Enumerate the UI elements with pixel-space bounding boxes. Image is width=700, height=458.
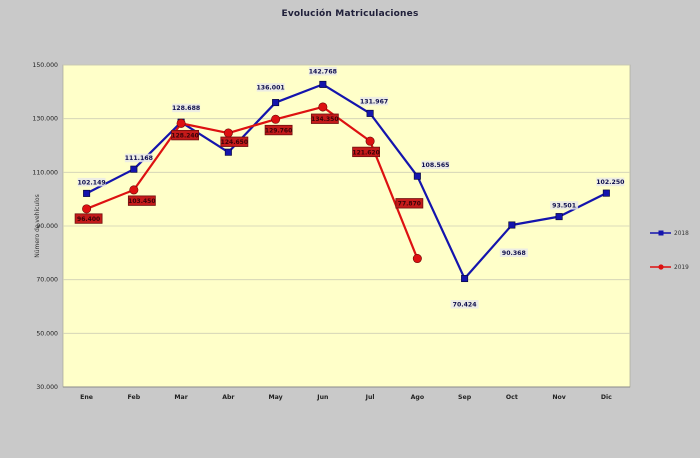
data-label: 77.870 <box>398 201 421 208</box>
x-tick-label: Dic <box>601 394 612 401</box>
data-point-marker <box>224 148 232 156</box>
data-label: 124.650 <box>221 139 248 146</box>
data-label-box <box>127 195 156 206</box>
data-label: 128.240 <box>171 133 198 140</box>
legend-item-2018: 2018 <box>650 230 689 237</box>
data-label-bg <box>499 248 528 258</box>
data-label: 90.368 <box>502 250 526 257</box>
data-label: 136.001 <box>257 85 285 92</box>
data-label-bg <box>77 177 106 187</box>
data-point-marker <box>318 102 328 112</box>
data-label: 131.967 <box>360 98 388 105</box>
legend-label: 2018 <box>674 231 689 237</box>
x-tick-label: Feb <box>128 394 141 401</box>
x-tick-label: Mar <box>174 394 188 401</box>
data-label-box <box>171 129 200 141</box>
data-label: 128.688 <box>172 105 200 112</box>
data-label: 111.168 <box>125 155 153 162</box>
data-point-marker <box>412 254 422 264</box>
data-label-bg <box>172 103 201 113</box>
y-tick-label: 90.000 <box>36 223 58 230</box>
data-label: 129.760 <box>265 128 292 135</box>
data-point-marker <box>82 204 92 214</box>
data-label: 108.565 <box>421 162 449 169</box>
x-tick-label: Abr <box>222 394 235 401</box>
data-label-box <box>74 213 103 224</box>
data-label: 134.350 <box>311 116 338 123</box>
data-point-marker <box>602 189 610 197</box>
series-line-2019 <box>86 105 419 259</box>
y-tick-label: 130.000 <box>32 116 58 123</box>
y-tick-label: 70.000 <box>36 277 58 284</box>
data-label-box <box>395 198 424 209</box>
legend-marker <box>658 230 664 236</box>
data-label-box <box>220 136 249 147</box>
x-tick-label: Sep <box>458 394 472 401</box>
y-axis-title: Número de vehículos <box>34 194 41 257</box>
data-label: 96.400 <box>77 216 100 223</box>
data-label-bg <box>596 177 625 187</box>
data-label-box <box>264 124 293 136</box>
data-point-marker <box>366 109 374 117</box>
data-point-marker <box>271 114 281 124</box>
data-label-bg <box>550 201 579 210</box>
legend-label: 2019 <box>674 265 689 271</box>
data-label-bg <box>256 83 285 92</box>
data-label-bg <box>308 66 337 76</box>
data-label: 142.768 <box>309 68 337 75</box>
x-tick-label: Nov <box>552 394 565 401</box>
data-label: 103.450 <box>128 198 155 205</box>
x-tick-label: Ene <box>80 394 93 401</box>
data-point-marker <box>319 80 327 88</box>
data-label-box <box>352 146 381 158</box>
data-label-bg <box>360 96 389 106</box>
data-label: 121.620 <box>352 149 379 156</box>
x-tick-label: Jun <box>316 394 328 401</box>
data-point-marker <box>129 185 139 195</box>
legend-marker <box>658 264 664 270</box>
data-point-marker <box>555 213 563 221</box>
x-tick-label: Ago <box>411 394 424 401</box>
data-point-marker <box>130 165 138 173</box>
chart-title: Evolución Matriculaciones <box>281 9 419 19</box>
data-label-bg <box>124 153 153 163</box>
data-label-box <box>310 113 339 124</box>
data-point-marker <box>508 221 516 229</box>
y-tick-label: 30.000 <box>36 384 58 391</box>
y-tick-label: 50.000 <box>36 330 58 337</box>
series-2019: 96.400 103.450 128.240 124.650 129.760 134.35… <box>74 102 424 264</box>
data-point-marker <box>83 189 91 197</box>
x-tick-label: May <box>269 394 283 401</box>
data-point-marker <box>223 128 233 138</box>
data-point-marker <box>365 136 375 146</box>
data-label-bg <box>450 300 479 309</box>
data-label: 102.250 <box>596 179 625 186</box>
data-label: 102.149 <box>78 179 106 186</box>
y-tick-label: 110.000 <box>32 169 58 176</box>
y-tick-label: 150.000 <box>32 62 58 69</box>
x-tick-label: Jul <box>365 394 375 401</box>
data-label: 93.501 <box>552 203 576 210</box>
data-point-marker <box>272 99 280 107</box>
data-label-bg <box>421 160 450 170</box>
x-tick-label: Oct <box>506 394 518 401</box>
legend-item-2019: 2019 <box>650 264 689 271</box>
data-point-marker <box>176 118 186 128</box>
data-point-marker <box>413 172 421 180</box>
data-label: 70.424 <box>453 302 478 309</box>
data-point-marker <box>461 275 469 283</box>
